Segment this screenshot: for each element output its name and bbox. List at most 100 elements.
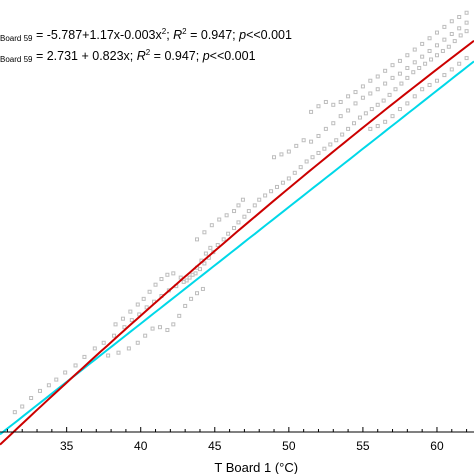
data-point [165,272,170,277]
data-point [331,102,336,107]
data-point [368,126,373,131]
data-point [309,139,314,144]
data-point [375,87,380,92]
quadratic-fit-line [0,40,474,446]
data-point [153,282,158,287]
data-point [346,94,351,99]
data-point [397,71,402,76]
x-tick-label: 40 [134,439,148,453]
data-point [263,193,268,198]
data-point [338,99,343,104]
data-point [304,159,309,164]
data-point [360,95,365,100]
quadratic-p-value: <<0.001 [246,28,292,43]
data-point [368,78,373,83]
data-point [429,57,434,62]
data-point [417,65,422,70]
data-point [434,78,439,83]
data-point [323,126,328,131]
data-point [144,305,149,310]
data-point [135,340,140,345]
fit-lines [0,40,474,446]
data-point [190,272,195,277]
scatter-points [12,10,469,415]
data-point [37,388,42,393]
data-point [316,133,321,138]
data-point [232,209,237,214]
data-point [390,114,395,119]
linear-equation-annotation: Board 59 = 2.731 + 0.823x; R2 = 0.947; p… [0,48,256,64]
data-point [298,165,303,170]
data-point [420,41,425,46]
data-point [412,60,417,65]
data-point [187,275,192,280]
data-point [427,48,432,53]
quadratic-r-exponent: 2 [182,27,187,36]
data-point [442,73,447,78]
data-point [141,296,146,301]
data-point [150,326,155,331]
data-point [369,107,374,112]
data-point [457,14,462,19]
data-point [346,126,351,131]
data-point [202,261,207,266]
data-point [393,87,398,92]
data-point [12,410,17,415]
linear-r-label: R [136,49,146,64]
quadratic-r-label: R [173,28,183,43]
data-point [353,90,358,95]
data-point [310,155,315,160]
data-point [54,377,59,382]
data-point [29,396,34,401]
data-point [457,61,462,66]
data-point [92,346,97,351]
data-point [464,10,469,15]
data-point [301,138,306,143]
data-point [135,302,140,307]
data-point [352,121,357,126]
data-point [208,245,213,250]
quadratic-lhs-subscript: Board 59 [0,34,33,44]
data-point [412,94,417,99]
data-point [274,184,279,189]
data-point [143,333,148,338]
quadratic-formula: = -5.787+1.17x-0.003x [32,28,162,43]
linear-formula: = 2.731 + 0.823x; [32,49,137,64]
quadratic-equation-annotation: Board 59 = -5.787+1.17x-0.003x2; R2 = 0.… [0,27,292,43]
data-point [442,37,447,42]
data-point [252,203,257,208]
data-point [106,353,111,358]
data-point [381,98,386,103]
data-point [390,63,395,68]
data-point [113,322,118,327]
data-point [63,370,68,375]
data-point [82,354,87,359]
data-point [375,74,380,79]
data-point [226,231,231,236]
data-point [195,291,200,296]
data-point [442,24,447,29]
data-point [177,313,182,318]
data-point [236,220,241,225]
data-point [217,217,222,222]
data-point [346,108,351,113]
data-point [360,84,365,89]
data-point [353,101,358,106]
data-point [171,322,176,327]
data-point [183,303,188,308]
data-point [334,138,339,143]
data-point [322,146,327,151]
linear-r-value: = 0.947; [150,49,203,64]
data-point [446,44,451,49]
data-point [286,149,291,154]
data-point [399,81,404,86]
data-point [246,209,251,214]
data-point [449,67,454,72]
data-point [458,33,463,38]
data-point [257,197,262,202]
x-tick-label: 50 [282,439,296,453]
data-point [129,318,134,323]
data-point [215,243,220,248]
quadratic-p-label: p [239,28,247,43]
x-axis-title: T Board 1 (°C) [214,460,298,474]
